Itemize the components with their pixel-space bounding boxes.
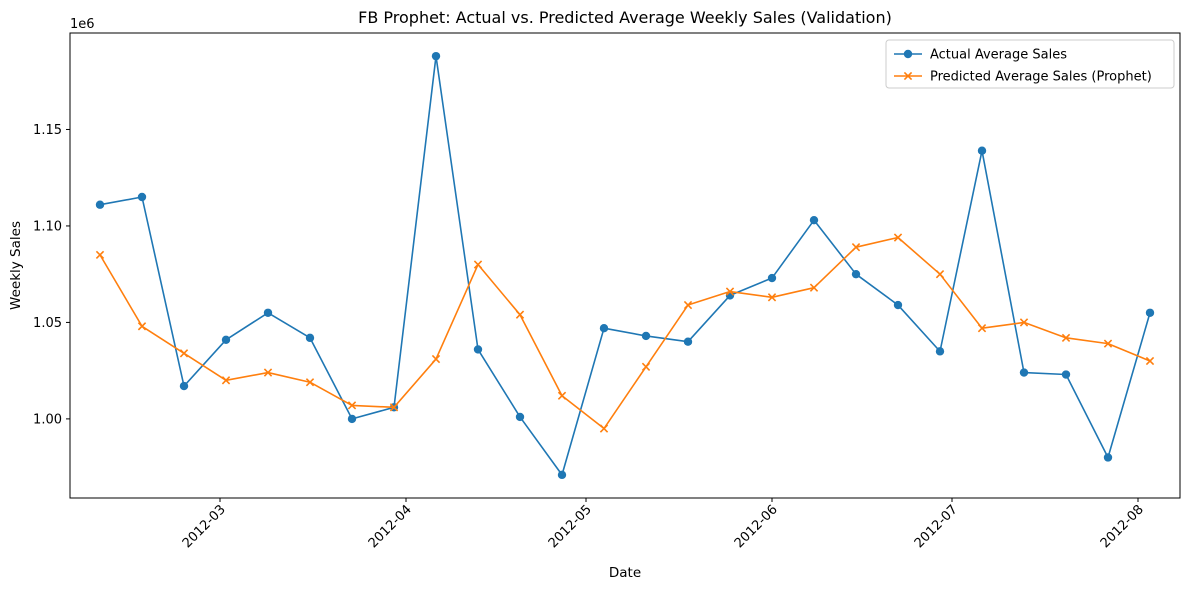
predicted-point xyxy=(347,401,357,410)
actual-point xyxy=(809,215,819,225)
predicted-point xyxy=(431,354,441,364)
predicted-point xyxy=(137,322,147,331)
predicted-point xyxy=(179,349,189,358)
plot-frame xyxy=(69,32,1181,499)
y-tick-label: 1.00 xyxy=(33,412,62,427)
legend-label: Predicted Average Sales (Prophet) xyxy=(930,70,1152,85)
series-line-predicted xyxy=(99,236,1151,430)
actual-point xyxy=(893,300,903,310)
predicted-point xyxy=(515,310,525,319)
actual-point xyxy=(851,269,861,279)
actual-point xyxy=(305,333,315,343)
actual-point xyxy=(431,51,441,61)
predicted-point xyxy=(221,376,231,385)
actual-point xyxy=(1019,368,1029,377)
x-axis-title: Date xyxy=(609,565,641,581)
actual-point xyxy=(977,146,987,155)
actual-point xyxy=(95,200,105,209)
actual-point xyxy=(599,324,609,333)
predicted-point xyxy=(599,424,609,433)
actual-point xyxy=(263,308,273,317)
actual-point xyxy=(221,335,231,344)
predicted-point xyxy=(851,243,861,252)
predicted-point xyxy=(893,233,903,242)
actual-point xyxy=(1103,453,1113,462)
legend-marker-circle xyxy=(903,49,913,59)
actual-point xyxy=(347,414,357,424)
legend-box xyxy=(885,39,1175,89)
predicted-point xyxy=(473,260,483,269)
predicted-point xyxy=(809,283,819,292)
actual-point xyxy=(1145,308,1155,317)
predicted-point xyxy=(95,250,105,260)
predicted-point xyxy=(1145,356,1155,366)
actual-point xyxy=(137,192,147,202)
predicted-point xyxy=(725,287,735,296)
predicted-point xyxy=(641,362,651,371)
y-tick-label: 1.05 xyxy=(33,316,62,331)
predicted-point xyxy=(977,324,987,333)
series-line-actual xyxy=(99,55,1151,476)
legend: Actual Average Sales Predicted Average Sa… xyxy=(885,39,1175,89)
predicted-point xyxy=(935,270,945,279)
actual-point xyxy=(557,470,567,480)
chart-title: FB Prophet: Actual vs. Predicted Average… xyxy=(358,8,892,27)
predicted-point xyxy=(305,378,315,387)
actual-point xyxy=(515,412,525,422)
actual-point xyxy=(767,273,777,283)
predicted-point xyxy=(557,391,567,400)
actual-point xyxy=(1061,370,1071,379)
y-tick-label: 1.15 xyxy=(33,123,62,138)
actual-point xyxy=(473,345,483,354)
y-axis-title: Weekly Sales xyxy=(8,221,24,310)
predicted-point xyxy=(683,300,693,310)
actual-point xyxy=(179,381,189,391)
legend-label: Actual Average Sales xyxy=(930,48,1067,63)
predicted-point xyxy=(767,293,777,302)
actual-point xyxy=(935,347,945,356)
predicted-point xyxy=(1019,318,1029,327)
predicted-point xyxy=(1061,333,1071,343)
y-tick-label: 1.10 xyxy=(33,219,62,234)
predicted-point xyxy=(263,368,273,377)
actual-point xyxy=(683,337,693,346)
plot-area xyxy=(95,51,1155,480)
predicted-point xyxy=(389,403,399,412)
predicted-point xyxy=(1103,339,1113,348)
legend-marker-x xyxy=(903,71,913,81)
y-offset-label: 1e6 xyxy=(70,17,95,32)
actual-point xyxy=(641,331,651,341)
